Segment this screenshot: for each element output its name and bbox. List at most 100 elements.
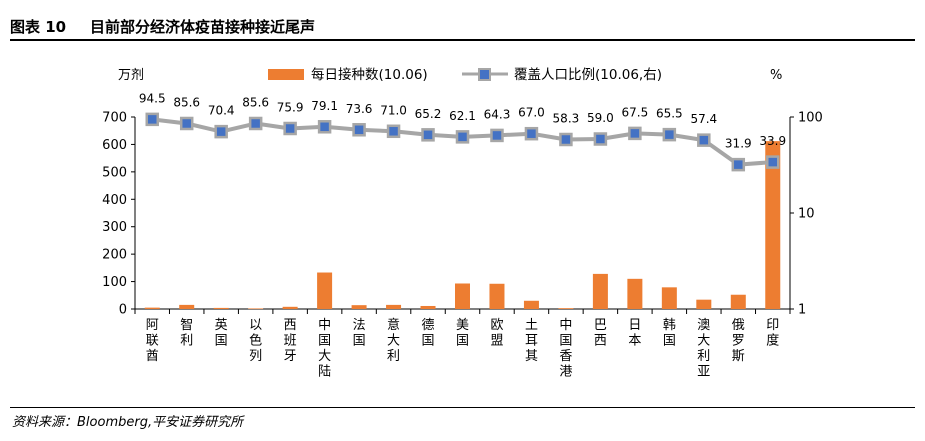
bar bbox=[386, 304, 402, 309]
header-rule bbox=[10, 39, 915, 41]
category-label-char: 大 bbox=[318, 349, 331, 364]
bar-series bbox=[144, 141, 781, 310]
line-marker bbox=[455, 130, 470, 144]
left-axis-tick-label: 200 bbox=[102, 248, 127, 263]
category-label: 美国 bbox=[456, 318, 469, 349]
category-label-char: 国 bbox=[318, 334, 331, 349]
legend-bar-label: 每日接种数(10.06) bbox=[311, 66, 428, 83]
category-label-char: 法 bbox=[353, 318, 366, 333]
legend-line-marker bbox=[478, 68, 491, 81]
category-label-char: 酋 bbox=[146, 348, 159, 364]
data-label: 62.1 bbox=[449, 109, 476, 123]
category-label-char: 耳 bbox=[525, 334, 538, 349]
category-label: 以色列 bbox=[249, 318, 262, 364]
data-label: 71.0 bbox=[380, 103, 407, 117]
category-label-char: 利 bbox=[180, 334, 193, 349]
bar bbox=[213, 307, 229, 309]
right-axis-tick-label: 100 bbox=[798, 111, 823, 126]
line-marker bbox=[421, 128, 435, 142]
category-label: 巴西 bbox=[594, 318, 607, 349]
left-axis-tick-label: 700 bbox=[102, 111, 127, 126]
line-marker bbox=[662, 127, 677, 142]
left-axis-tick-label: 400 bbox=[102, 193, 127, 208]
category-label: 韩国 bbox=[663, 318, 676, 349]
left-axis-tick-label: 600 bbox=[102, 138, 127, 153]
data-label: 94.5 bbox=[139, 91, 166, 105]
line-marker bbox=[145, 112, 159, 127]
data-label: 64.3 bbox=[484, 107, 511, 121]
category-label-char: 斯 bbox=[732, 349, 745, 364]
category-labels: 阿联酋智利英国以色列西班牙中国大陆法国意大利德国美国欧盟土耳其中国香港巴西日本韩… bbox=[146, 317, 780, 380]
category-label-char: 联 bbox=[146, 334, 159, 349]
left-axis-unit: 万剂 bbox=[118, 68, 144, 83]
category-label-char: 国 bbox=[215, 334, 228, 349]
line-marker bbox=[490, 128, 504, 143]
category-label-char: 盟 bbox=[490, 334, 503, 349]
data-label: 31.9 bbox=[725, 137, 752, 151]
right-axis-tick-label: 1 bbox=[798, 303, 806, 318]
bar bbox=[592, 273, 608, 309]
line-series: 94.5 85.6 70.4 85.6 75.9 79.1 73.6 71.0 65.2 62.1… bbox=[139, 91, 786, 172]
right-axis-tick-label: 10 bbox=[798, 207, 815, 222]
category-label-char: 意 bbox=[387, 317, 400, 333]
category-label: 法国 bbox=[353, 318, 366, 349]
category-label-char: 韩 bbox=[663, 318, 676, 333]
category-label-char: 港 bbox=[559, 365, 572, 380]
bar bbox=[420, 305, 436, 309]
bar bbox=[661, 287, 677, 309]
category-label-char: 大 bbox=[697, 334, 710, 349]
bar bbox=[489, 283, 505, 309]
category-label-char: 英 bbox=[215, 318, 228, 333]
category-label-char: 欧 bbox=[490, 318, 503, 333]
category-label-char: 中 bbox=[559, 318, 572, 333]
category-label-char: 国 bbox=[422, 334, 435, 349]
line-marker bbox=[524, 126, 539, 141]
category-label-char: 牙 bbox=[284, 349, 297, 364]
category-label: 智利 bbox=[180, 318, 193, 349]
line-marker bbox=[214, 124, 228, 139]
category-label: 印度 bbox=[766, 318, 779, 349]
category-label-char: 美 bbox=[456, 318, 469, 333]
legend-bar-swatch bbox=[268, 69, 304, 80]
bar bbox=[282, 306, 298, 309]
data-label: 59.0 bbox=[587, 111, 614, 125]
category-label-char: 土 bbox=[525, 318, 538, 333]
bar bbox=[765, 141, 781, 309]
figure-title: 目前部分经济体疫苗接种接近尾声 bbox=[90, 18, 316, 36]
line-marker bbox=[283, 121, 297, 136]
category-label: 阿联酋 bbox=[146, 318, 159, 364]
line-marker bbox=[593, 132, 608, 146]
line-marker bbox=[317, 120, 332, 134]
category-label-char: 罗 bbox=[732, 334, 745, 349]
data-label: 57.4 bbox=[690, 112, 717, 126]
category-label-char: 国 bbox=[456, 334, 469, 349]
data-label: 65.5 bbox=[656, 107, 683, 121]
data-label: 79.1 bbox=[311, 99, 338, 113]
right-axis: 1 10 100 bbox=[789, 111, 823, 318]
left-axis: 0 100 200 300 400 500 600 700 bbox=[102, 111, 791, 318]
category-label-char: 中 bbox=[318, 318, 331, 333]
bar bbox=[317, 272, 333, 309]
right-axis-unit: % bbox=[770, 68, 782, 83]
category-label-char: 利 bbox=[697, 349, 710, 364]
bar bbox=[455, 283, 470, 309]
category-label-char: 国 bbox=[353, 334, 366, 349]
category-label-char: 班 bbox=[284, 334, 297, 349]
data-label: 85.6 bbox=[242, 95, 269, 109]
category-label: 西班牙 bbox=[284, 318, 297, 364]
category-label-char: 西 bbox=[594, 334, 607, 349]
line-marker bbox=[766, 155, 780, 169]
category-label: 日本 bbox=[628, 318, 641, 349]
figure-header: 图表 10 目前部分经济体疫苗接种接近尾声 bbox=[10, 10, 915, 40]
line-marker bbox=[697, 133, 711, 147]
footer-rule bbox=[10, 407, 915, 408]
category-label-char: 西 bbox=[284, 318, 297, 333]
category-label-char: 阿 bbox=[146, 318, 159, 333]
data-label: 70.4 bbox=[208, 104, 235, 118]
bar bbox=[144, 307, 160, 309]
category-label-char: 香 bbox=[559, 349, 572, 364]
data-label: 67.0 bbox=[518, 106, 545, 120]
data-label: 73.6 bbox=[346, 102, 373, 116]
left-axis-tick-label: 300 bbox=[102, 220, 127, 235]
bar bbox=[248, 308, 264, 310]
